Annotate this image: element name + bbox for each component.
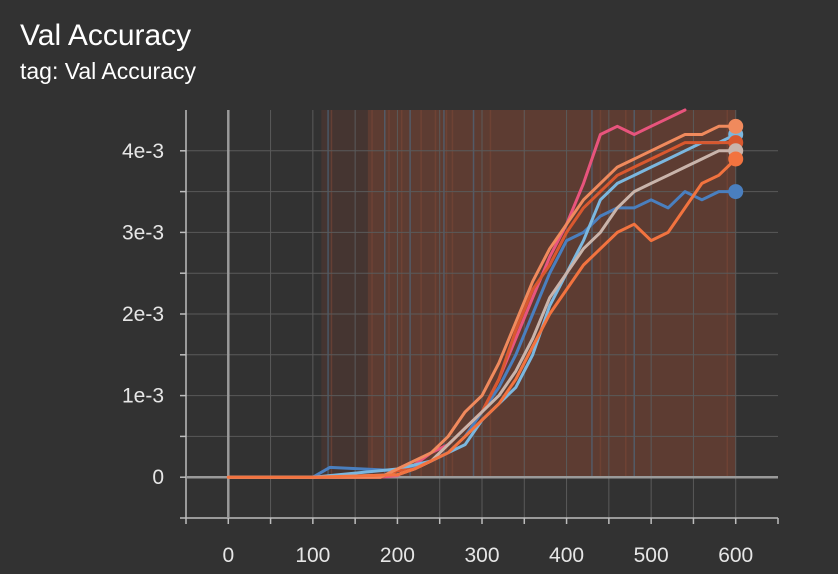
y-tick-label: 2e-3 <box>122 303 164 326</box>
x-tick-label: 600 <box>718 544 753 567</box>
chart-title: Val Accuracy <box>20 19 192 52</box>
y-tick-label: 1e-3 <box>122 385 164 408</box>
series-line-5 <box>226 124 738 479</box>
x-tick-label: 100 <box>295 544 330 567</box>
chart-tag: tag: Val Accuracy <box>20 58 196 84</box>
x-tick-label: 300 <box>464 544 499 567</box>
x-tick-label: 200 <box>380 544 415 567</box>
x-tick-label: 500 <box>634 544 669 567</box>
series-group <box>226 108 738 479</box>
x-tick-label: 400 <box>549 544 584 567</box>
x-tick-label: 0 <box>222 544 234 567</box>
series-endpoints <box>728 118 744 200</box>
series-end-marker-5 <box>728 118 744 134</box>
series-end-marker-7 <box>728 151 744 167</box>
y-tick-label: 4e-3 <box>122 140 164 163</box>
tick-labels: 0 100 200 300 400 500 600 0 1e-3 2e-3 3e-3 4e-3 <box>122 140 753 567</box>
series-line-7 <box>226 157 738 479</box>
series-end-marker-2 <box>728 184 744 200</box>
y-tick-label: 0 <box>152 466 164 489</box>
y-tick-label: 3e-3 <box>122 221 164 244</box>
